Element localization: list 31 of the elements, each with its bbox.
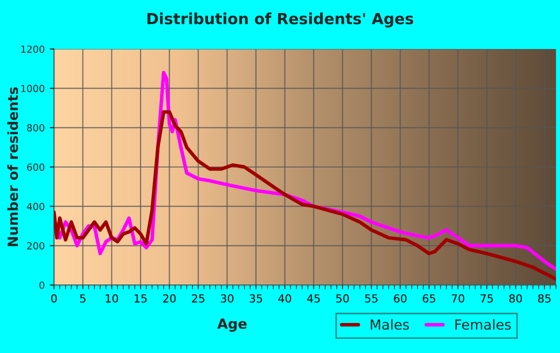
x-tick-label: 80 [509, 294, 522, 303]
x-tick-label: 45 [307, 294, 320, 303]
chart-title: Distribution of Residents' Ages [147, 12, 414, 28]
y-tick-label: 600 [27, 163, 44, 171]
y-axis-title: Number of residents [7, 87, 18, 246]
line-series [54, 110, 556, 281]
x-tick-label: 55 [365, 294, 378, 303]
x-tick-label: 75 [480, 294, 493, 303]
x-tick-label: 25 [192, 294, 204, 303]
y-tick-label: 1000 [21, 84, 44, 92]
x-tick-label: 85 [538, 294, 551, 303]
x-tick-label: 65 [422, 294, 436, 303]
x-tick-label: 15 [134, 294, 147, 303]
y-tick-label: 800 [27, 124, 44, 132]
x-tick-label: 5 [80, 294, 86, 303]
y-tick-label: 1200 [21, 45, 44, 53]
x-tick-label: 40 [278, 294, 292, 303]
legend-label: Males [370, 319, 409, 330]
x-tick-label: 35 [250, 294, 262, 303]
x-tick-label: 20 [163, 294, 176, 303]
y-tick-label: 200 [27, 242, 44, 250]
x-axis-title: Age [217, 318, 247, 332]
x-tick-label: 60 [394, 294, 407, 303]
x-tick-label: 70 [452, 294, 464, 303]
x-tick-label: 30 [220, 294, 234, 303]
y-tick-label: 400 [26, 202, 44, 210]
legend-label: Females [455, 319, 511, 330]
x-tick-label: 10 [106, 294, 118, 303]
y-tick-label: 0 [39, 281, 44, 289]
x-tick-label: 0 [51, 294, 57, 303]
x-tick-label: 50 [336, 294, 349, 303]
